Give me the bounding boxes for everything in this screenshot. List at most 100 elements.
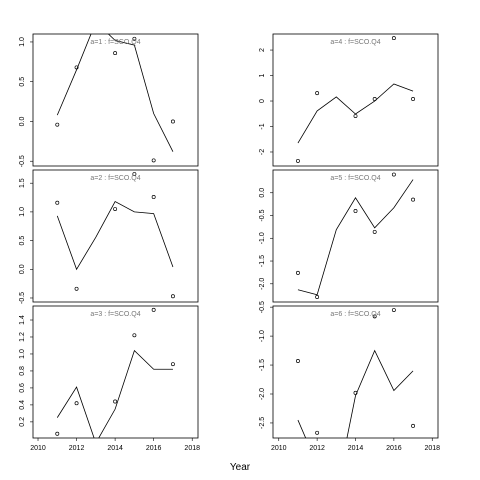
observed-point (113, 207, 118, 211)
plot-frame (32, 33, 199, 167)
observed-point (170, 362, 175, 367)
plot-frame (272, 305, 439, 439)
fitted-line (297, 179, 414, 296)
y-tick-label: -1.0 (259, 232, 266, 244)
y-tick-label: 1.2 (19, 332, 26, 342)
y-tick-label: -2 (259, 149, 266, 155)
observed-point (372, 314, 377, 319)
y-tick-label: 1.0 (19, 349, 26, 359)
y-tick-label: 1 (259, 73, 266, 77)
y-tick-label: 1.0 (19, 37, 26, 47)
observed-point (411, 423, 416, 428)
fitted-line (56, 349, 173, 438)
panel-title: a=4 : f=SCO.Q4 (330, 39, 380, 46)
x-tick-label: 2010 (30, 445, 46, 452)
y-tick-label: 0.0 (19, 264, 26, 274)
x-tick-label: 2016 (386, 445, 402, 452)
panel (55, 172, 175, 299)
panel-title: a=1 : f=SCO.Q4 (90, 39, 140, 46)
observed-point (74, 286, 79, 291)
observed-point (113, 399, 118, 404)
x-axis-label: Year (230, 462, 251, 473)
y-tick-label: 1.5 (19, 178, 26, 188)
observed-point (315, 91, 320, 96)
plot-frame (32, 169, 199, 303)
x-tick-label: 2018 (184, 445, 200, 452)
y-tick-label: -1.5 (259, 255, 266, 267)
fitted-line (297, 83, 414, 144)
y-tick-label: 0.0 (259, 188, 266, 198)
observed-point (295, 158, 300, 163)
y-tick-label: 0.2 (19, 417, 26, 427)
observed-point (55, 431, 60, 436)
observed-point (74, 401, 79, 406)
panel (295, 36, 416, 163)
x-tick-label: 2010 (271, 445, 287, 452)
observed-point (170, 119, 175, 124)
observed-point (132, 36, 137, 41)
observed-point (151, 307, 156, 312)
y-tick-label: 2 (259, 48, 266, 52)
panel (55, 34, 175, 163)
y-tick-label: -2.0 (259, 388, 266, 400)
observed-point (411, 197, 416, 202)
y-tick-label: -0.5 (19, 155, 26, 167)
observed-point (353, 114, 358, 119)
panel-title: a=6 : f=SCO.Q4 (330, 311, 380, 318)
observed-point (391, 172, 396, 177)
observed-point (132, 333, 137, 338)
observed-point (353, 390, 358, 395)
y-tick-label: -0.5 (259, 209, 266, 221)
x-tick-label: 2016 (146, 445, 162, 452)
y-tick-label: 0.0 (19, 116, 26, 126)
observed-point (295, 359, 300, 363)
observed-point (372, 97, 377, 101)
fitted-line (297, 349, 414, 438)
x-tick-label: 2018 (424, 445, 440, 452)
panel-title: a=5 : f=SCO.Q4 (330, 175, 380, 182)
observed-point (391, 36, 396, 41)
fitted-line (56, 201, 174, 271)
y-tick-label: -0.5 (259, 301, 266, 313)
y-tick-label: 0 (259, 99, 266, 103)
y-tick-label: 1.4 (19, 315, 26, 325)
observed-point (55, 122, 60, 127)
observed-point (391, 308, 396, 313)
y-tick-label: -2.0 (259, 278, 266, 290)
y-tick-label: 0.8 (19, 366, 26, 376)
plot-frame (32, 305, 199, 439)
observed-point (353, 209, 358, 213)
observed-point (315, 295, 320, 299)
y-tick-label: 1.0 (19, 207, 26, 217)
observed-point (151, 158, 156, 163)
observed-point (132, 172, 137, 176)
y-tick-label: -0.5 (19, 292, 26, 304)
panel-title: a=3 : f=SCO.Q4 (90, 311, 140, 318)
panel-title: a=2 : f=SCO.Q4 (90, 175, 140, 182)
x-tick-label: 2014 (348, 445, 364, 452)
observed-point (113, 51, 118, 56)
y-tick-label: 0.5 (19, 77, 26, 87)
observed-point (411, 97, 416, 101)
observed-point (151, 195, 156, 199)
x-tick-label: 2012 (309, 445, 325, 452)
y-tick-label: -1 (259, 123, 266, 129)
y-tick-label: 0.5 (19, 236, 26, 246)
panel (55, 307, 175, 438)
panel (295, 308, 416, 438)
observed-point (170, 294, 175, 299)
observed-point (295, 270, 300, 275)
y-tick-label: 0.6 (19, 383, 26, 393)
x-tick-label: 2012 (69, 445, 85, 452)
y-tick-label: -1.5 (259, 359, 266, 371)
observed-point (55, 200, 60, 205)
x-tick-label: 2014 (107, 445, 123, 452)
y-tick-label: -2.5 (259, 417, 266, 429)
y-tick-label: -1.0 (259, 330, 266, 342)
plot-frame (272, 33, 439, 167)
observed-point (74, 65, 79, 70)
panel (295, 172, 416, 299)
fitted-line (56, 34, 174, 152)
observed-point (315, 430, 320, 435)
